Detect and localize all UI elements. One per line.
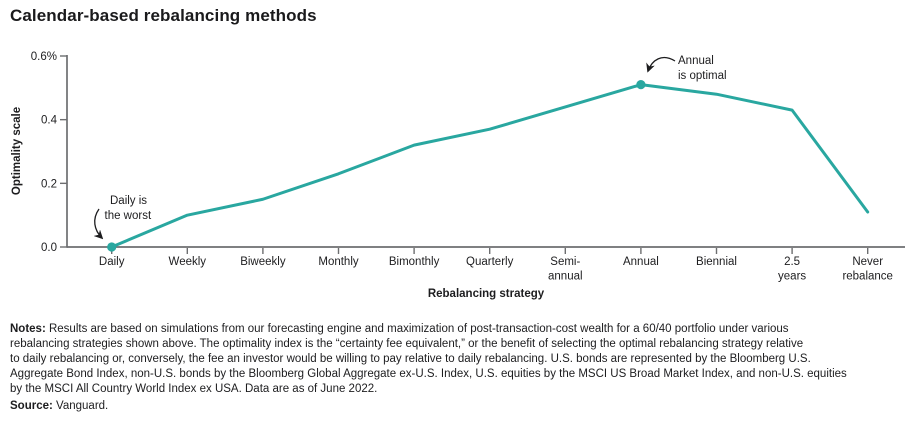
x-tick-label: Monthly bbox=[318, 256, 359, 268]
y-tick-label: 0.6% bbox=[31, 51, 57, 63]
notes-paragraph: Notes: Results are based on simulations … bbox=[10, 322, 906, 397]
x-tick-label: years bbox=[778, 271, 806, 283]
source-text: Vanguard. bbox=[52, 400, 109, 412]
x-tick-label: Biennial bbox=[696, 256, 737, 268]
y-axis-title: Optimality scale bbox=[11, 107, 23, 195]
notes-label: Notes: bbox=[10, 323, 46, 335]
x-tick-label: Annual bbox=[623, 256, 659, 268]
y-tick-label: 0.2 bbox=[41, 178, 57, 190]
x-tick-label: annual bbox=[548, 271, 583, 283]
x-tick-label: Quarterly bbox=[466, 256, 514, 268]
annotation-text: Daily is bbox=[110, 195, 147, 207]
annotation-text: the worst bbox=[105, 210, 152, 222]
x-tick-label: 2.5 bbox=[784, 256, 800, 268]
y-tick-label: 0.4 bbox=[41, 115, 58, 127]
x-tick-label: Daily bbox=[99, 256, 125, 268]
x-tick-label: rebalance bbox=[842, 271, 893, 283]
annotation-text: Annual bbox=[678, 55, 714, 67]
series-line bbox=[110, 83, 870, 249]
x-tick-label: Never bbox=[852, 256, 883, 268]
x-axis-title: Rebalancing strategy bbox=[428, 288, 545, 300]
annotation-text: is optimal bbox=[678, 70, 727, 82]
x-tick-label: Biweekly bbox=[240, 256, 286, 268]
data-point-marker bbox=[107, 242, 117, 252]
x-tick-label: Bimonthly bbox=[389, 256, 440, 268]
data-point-marker bbox=[636, 80, 646, 90]
page-title: Calendar-based rebalancing methods bbox=[10, 6, 317, 25]
x-tick-label: Weekly bbox=[169, 256, 207, 268]
y-tick-label: 0.0 bbox=[41, 242, 57, 254]
notes-text: Results are based on simulations from ou… bbox=[10, 323, 847, 395]
annotation-arrow bbox=[93, 208, 104, 240]
annotation-arrow bbox=[646, 56, 676, 73]
x-tick-label: Semi- bbox=[550, 256, 580, 268]
source-label: Source: bbox=[10, 400, 53, 412]
source-line: Source: Vanguard. bbox=[10, 399, 906, 414]
rebalancing-line-chart: 0.6% 0.4 0.2 0.0 Daily Weekly Biweekly Monthly B… bbox=[11, 51, 905, 300]
